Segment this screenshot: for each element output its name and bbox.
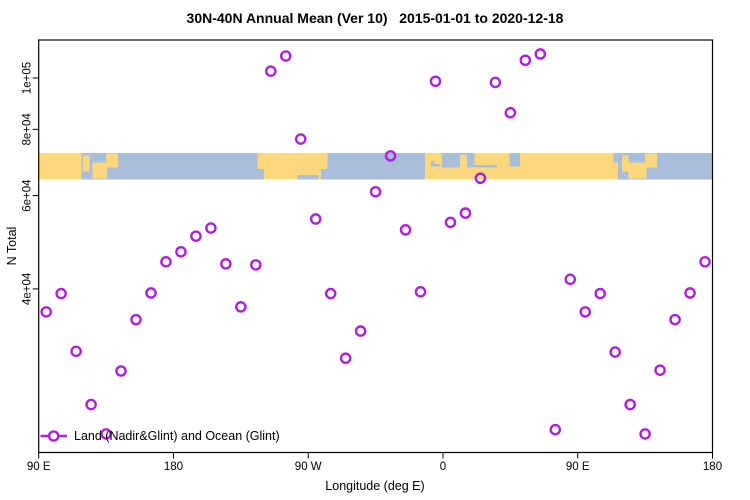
data-point bbox=[190, 230, 202, 242]
data-point bbox=[444, 216, 457, 229]
data-point bbox=[235, 301, 247, 313]
data-point bbox=[294, 133, 307, 145]
data-point bbox=[205, 222, 217, 234]
data-point bbox=[594, 287, 607, 300]
data-point bbox=[160, 255, 172, 268]
map-band-segment bbox=[38, 152, 82, 180]
map-band-segment bbox=[257, 168, 265, 180]
data-point bbox=[40, 306, 52, 318]
data-point bbox=[339, 352, 352, 365]
data-point bbox=[669, 313, 681, 326]
data-point bbox=[399, 224, 412, 236]
data-point bbox=[624, 398, 636, 411]
data-point bbox=[684, 287, 696, 299]
x-axis-label: Longitude (deg E) bbox=[325, 479, 425, 493]
data-point bbox=[384, 150, 397, 162]
data-point bbox=[55, 287, 67, 300]
x-tick-label: 90 W bbox=[295, 461, 322, 473]
map-band-segment bbox=[645, 153, 658, 168]
data-point bbox=[354, 325, 367, 337]
map-band-segment bbox=[92, 162, 107, 179]
data-point bbox=[534, 48, 547, 60]
map-band-segment bbox=[82, 155, 90, 172]
data-point bbox=[130, 313, 142, 326]
x-tick-label: 90 E bbox=[27, 461, 51, 473]
x-tick-label: 90 E bbox=[566, 461, 590, 473]
map-band-segment bbox=[106, 153, 119, 168]
x-tick-label: 180 bbox=[703, 461, 722, 473]
data-point bbox=[250, 259, 262, 271]
data-point bbox=[579, 306, 592, 318]
x-tick-label: 0 bbox=[440, 461, 446, 473]
y-axis-label: N Total bbox=[5, 226, 19, 266]
data-point bbox=[115, 365, 127, 377]
data-point bbox=[639, 428, 651, 440]
data-point bbox=[459, 207, 472, 219]
data-point bbox=[549, 423, 562, 436]
map-band-segment bbox=[297, 174, 319, 180]
map-band-segment bbox=[628, 162, 647, 179]
map-band-segment bbox=[474, 152, 497, 165]
data-point bbox=[519, 54, 532, 67]
map-band-segment bbox=[621, 155, 629, 172]
data-point bbox=[474, 172, 487, 185]
y-tick-label: 6e+04 bbox=[22, 179, 34, 212]
map-band-segment bbox=[320, 168, 328, 180]
plot-border bbox=[38, 39, 714, 454]
y-tick-label: 1e+05 bbox=[22, 62, 34, 94]
data-point bbox=[279, 50, 292, 62]
data-point bbox=[369, 185, 382, 198]
data-point bbox=[609, 346, 621, 358]
map-band-segment bbox=[613, 152, 619, 163]
data-point bbox=[70, 345, 82, 358]
data-point bbox=[489, 76, 502, 89]
y-tick-label: 8e+04 bbox=[22, 113, 34, 146]
legend-label: Land (Nadir&Glint) and Ocean (Glint) bbox=[74, 429, 280, 443]
map-band-segment bbox=[509, 152, 521, 167]
x-tick-label: 180 bbox=[164, 461, 183, 473]
map-band-segment bbox=[460, 155, 467, 169]
data-point bbox=[309, 213, 322, 225]
data-point bbox=[264, 65, 277, 77]
data-point bbox=[324, 287, 337, 300]
data-point bbox=[100, 428, 112, 440]
data-point bbox=[654, 364, 666, 376]
data-point bbox=[85, 398, 97, 411]
data-point bbox=[145, 287, 157, 299]
data-point bbox=[564, 273, 577, 286]
map-band-segment bbox=[434, 152, 443, 165]
data-point bbox=[414, 286, 427, 298]
legend-marker-circle bbox=[47, 430, 60, 442]
chart-title: 30N-40N Annual Mean (Ver 10) 2015-01-01 … bbox=[186, 10, 564, 26]
y-tick-label: 4e+04 bbox=[22, 272, 34, 305]
data-point bbox=[429, 75, 442, 88]
data-point bbox=[699, 255, 711, 268]
data-point bbox=[220, 258, 232, 270]
data-point bbox=[175, 245, 187, 258]
data-point bbox=[504, 106, 517, 119]
